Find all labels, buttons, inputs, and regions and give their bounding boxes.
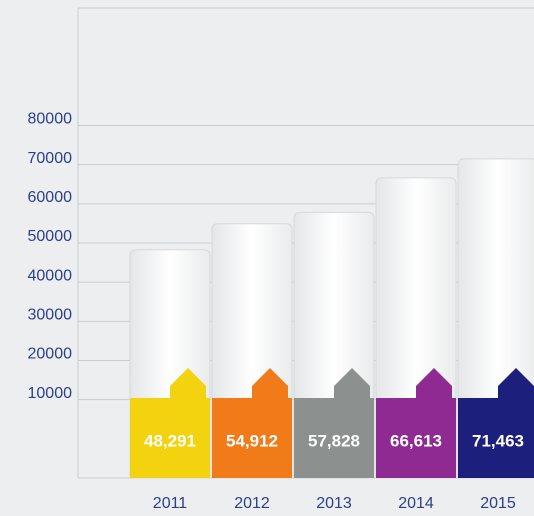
value-label: 66,613 <box>390 431 442 450</box>
value-label: 48,291 <box>144 431 196 450</box>
y-tick-label: 60000 <box>28 189 73 206</box>
value-label: 54,912 <box>226 431 278 450</box>
y-tick-label: 50000 <box>28 228 73 245</box>
page: {"chart_data": {"type": "bar", "categori… <box>0 0 534 516</box>
x-tick-label: 2012 <box>234 495 270 512</box>
y-tick-label: 70000 <box>28 150 73 167</box>
y-tick-label: 10000 <box>28 385 73 402</box>
x-tick-label: 2014 <box>398 495 434 512</box>
x-tick-label: 2011 <box>153 495 188 512</box>
chart: 10000 20000 30000 40000 50000 60000 70000 80000… <box>0 0 534 516</box>
y-tick-label: 40000 <box>28 267 73 284</box>
value-label: 71,463 <box>472 431 524 450</box>
value-label: 57,828 <box>308 431 360 450</box>
x-tick-label: 2013 <box>316 495 352 512</box>
y-tick-label: 30000 <box>28 307 73 324</box>
x-tick-label: 2015 <box>480 495 516 512</box>
y-tick-label: 20000 <box>28 346 73 363</box>
y-tick-label: 80000 <box>28 111 73 128</box>
